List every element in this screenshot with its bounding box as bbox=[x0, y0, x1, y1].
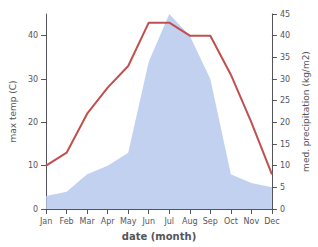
svg-text:med. precipitation (kg/m2): med. precipitation (kg/m2) bbox=[301, 51, 311, 172]
svg-text:30: 30 bbox=[28, 75, 38, 84]
svg-text:25: 25 bbox=[280, 96, 290, 105]
svg-text:0: 0 bbox=[280, 205, 285, 214]
svg-text:Dec: Dec bbox=[264, 217, 279, 226]
svg-text:40: 40 bbox=[28, 31, 38, 40]
svg-text:0: 0 bbox=[33, 205, 38, 214]
svg-text:15: 15 bbox=[280, 140, 290, 149]
svg-text:35: 35 bbox=[280, 53, 290, 62]
svg-text:5: 5 bbox=[280, 183, 285, 192]
svg-text:May: May bbox=[120, 217, 137, 226]
svg-text:30: 30 bbox=[280, 75, 290, 84]
svg-text:Oct: Oct bbox=[224, 217, 238, 226]
svg-text:Sep: Sep bbox=[203, 217, 218, 226]
svg-text:20: 20 bbox=[28, 118, 38, 127]
svg-text:Feb: Feb bbox=[60, 217, 74, 226]
svg-text:Jan: Jan bbox=[39, 217, 52, 226]
svg-text:date (month): date (month) bbox=[122, 231, 196, 242]
svg-text:max temp (C): max temp (C) bbox=[8, 80, 18, 142]
svg-text:Nov: Nov bbox=[244, 217, 260, 226]
svg-text:Apr: Apr bbox=[101, 217, 116, 226]
svg-text:10: 10 bbox=[280, 161, 290, 170]
svg-text:Jul: Jul bbox=[163, 217, 174, 226]
svg-text:Mar: Mar bbox=[80, 217, 96, 226]
svg-text:Aug: Aug bbox=[182, 217, 198, 226]
svg-text:Jun: Jun bbox=[141, 217, 155, 226]
svg-text:10: 10 bbox=[28, 161, 38, 170]
svg-text:45: 45 bbox=[280, 10, 290, 19]
svg-text:20: 20 bbox=[280, 118, 290, 127]
svg-text:40: 40 bbox=[280, 31, 290, 40]
